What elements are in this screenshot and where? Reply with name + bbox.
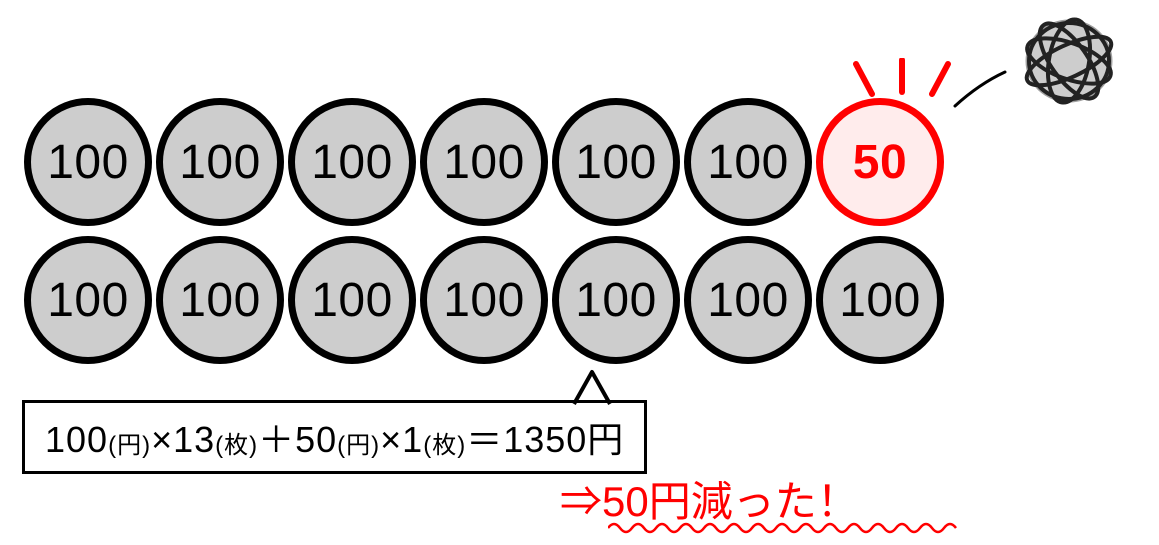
coin-row-2: 100 100 100 100 100 100 100 <box>24 236 944 364</box>
coin-100: 100 <box>684 98 812 226</box>
coin-100: 100 <box>420 236 548 364</box>
squiggle-underline-icon <box>608 520 958 534</box>
coin-label: 100 <box>311 135 393 190</box>
formula-part: ×1 <box>380 419 423 460</box>
formula-box: 100(円)×13(枚)＋50(円)×1(枚)＝1350円 <box>22 400 647 474</box>
coin-label: 50 <box>853 135 907 190</box>
coin-label: 100 <box>47 273 129 328</box>
formula-unit: (円) <box>108 432 151 459</box>
coin-100: 100 <box>552 98 680 226</box>
formula-part: ＝1350円 <box>466 419 624 460</box>
coin-label: 100 <box>47 135 129 190</box>
coin-label: 100 <box>839 273 921 328</box>
coin-100: 100 <box>684 236 812 364</box>
coin-100: 100 <box>816 236 944 364</box>
coin-100: 100 <box>552 236 680 364</box>
connector-arc <box>949 70 1009 110</box>
coin-50-special: 50 <box>816 98 944 226</box>
coin-100: 100 <box>24 236 152 364</box>
coin-label: 100 <box>311 273 393 328</box>
formula-part: ＋50 <box>258 419 337 460</box>
coin-100: 100 <box>288 98 416 226</box>
formula-unit: (枚) <box>215 432 258 459</box>
coin-label: 100 <box>575 273 657 328</box>
coin-label: 100 <box>443 273 525 328</box>
coin-label: 100 <box>707 273 789 328</box>
coin-100: 100 <box>24 98 152 226</box>
coin-label: 100 <box>179 135 261 190</box>
formula-part: ×13 <box>151 419 215 460</box>
coin-100: 100 <box>156 236 284 364</box>
formula-unit: (枚) <box>423 432 466 459</box>
coin-label: 100 <box>575 135 657 190</box>
coin-grid: 100 100 100 100 100 100 50 100 100 100 1… <box>24 98 944 374</box>
coin-label: 100 <box>443 135 525 190</box>
coin-label: 100 <box>707 135 789 190</box>
formula-unit: (円) <box>337 432 380 459</box>
coin-100: 100 <box>420 98 548 226</box>
coin-100: 100 <box>156 98 284 226</box>
scribble-icon <box>1014 8 1124 114</box>
coin-row-1: 100 100 100 100 100 100 50 <box>24 98 944 226</box>
formula-part: 100 <box>45 419 108 460</box>
coin-label: 100 <box>179 273 261 328</box>
coin-100: 100 <box>288 236 416 364</box>
